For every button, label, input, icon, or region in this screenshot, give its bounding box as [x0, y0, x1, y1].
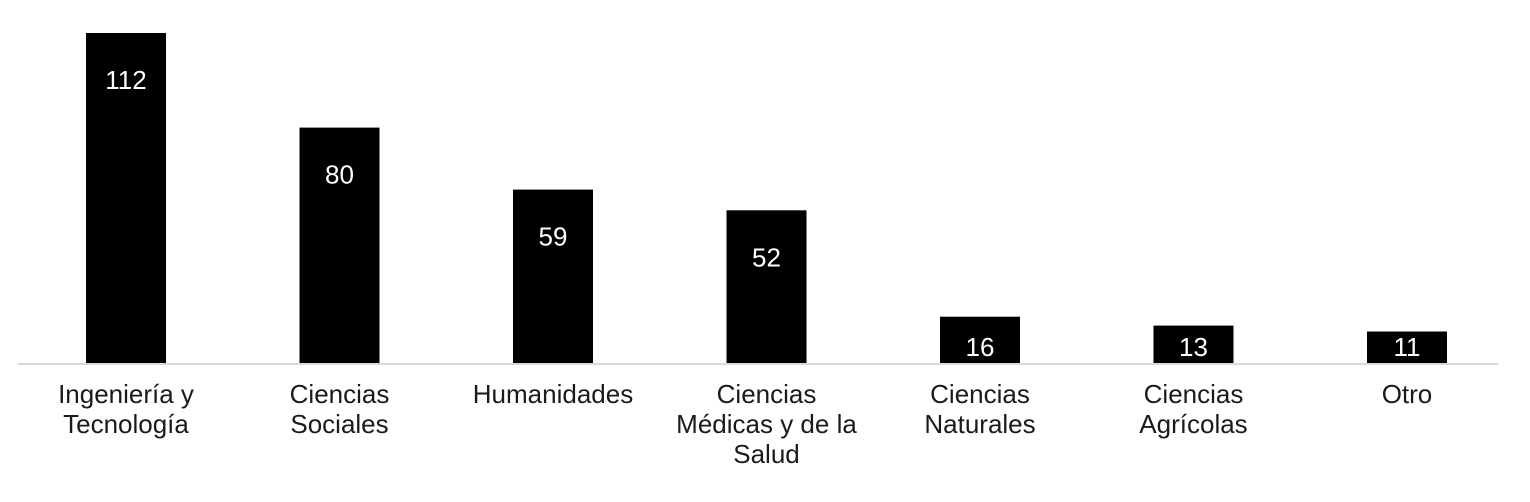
category-label-4: Ciencias Naturales: [924, 379, 1035, 439]
bar-2: [513, 189, 593, 364]
category-label-5: Ciencias Agrícolas: [1139, 379, 1247, 439]
category-label-line: Otro: [1382, 379, 1433, 409]
bar-value-label-1: 80: [325, 160, 354, 190]
bar-1: [299, 127, 380, 364]
bar-5: [1153, 325, 1234, 364]
bar-value-label-0: 112: [105, 65, 146, 95]
category-label-line: Sociales: [290, 409, 388, 439]
bar-3: [726, 210, 807, 364]
category-label-line: Médicas y de la: [676, 409, 857, 439]
category-label-line: Ciencias: [1144, 379, 1244, 409]
category-label-6: Otro: [1382, 379, 1433, 409]
category-label-2: Humanidades: [473, 379, 633, 409]
category-label-3: Ciencias Médicas y de la Salud: [676, 379, 857, 469]
bar-value-label-4: 16: [966, 332, 995, 362]
bar-4: [940, 316, 1020, 364]
category-label-line: Salud: [733, 439, 800, 469]
category-label-1: Ciencias Sociales: [290, 379, 390, 439]
category-label-line: Tecnología: [63, 409, 189, 439]
category-label-line: Ciencias: [717, 379, 817, 409]
bars-group: [86, 33, 1447, 364]
category-label-line: Naturales: [924, 409, 1035, 439]
bar-value-label-2: 59: [539, 222, 568, 252]
category-label-line: Ciencias: [930, 379, 1030, 409]
bar-0: [86, 33, 166, 364]
bar-6: [1367, 331, 1447, 364]
category-label-line: Agrícolas: [1139, 409, 1247, 439]
category-label-line: Ciencias: [290, 379, 390, 409]
bar-value-label-3: 52: [752, 242, 781, 272]
category-label-line: Humanidades: [473, 379, 633, 409]
category-label-line: Ingeniería y: [58, 379, 194, 409]
category-label-0: Ingeniería y Tecnología: [58, 379, 194, 439]
bar-value-label-5: 13: [1179, 332, 1208, 362]
bar-value-label-6: 11: [1394, 332, 1421, 362]
bar-labels-group: 112 80 59 52 16 13 11: [105, 65, 1420, 362]
